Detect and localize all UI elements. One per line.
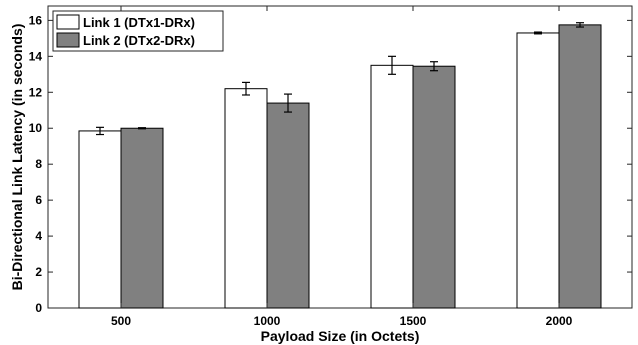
- y-tick-label: 6: [35, 193, 42, 207]
- bar-series-2-2000: [558, 24, 602, 309]
- legend-swatch-link-1: [56, 14, 80, 30]
- error-bar-series-2-2000: [576, 22, 584, 28]
- bar-series-2-1500: [412, 65, 456, 309]
- bar-series-1-1500: [370, 64, 414, 309]
- y-axis-ticks: 0 2 4 6 8 10 12 14 16: [29, 13, 632, 315]
- error-bar-series-2-1500: [430, 61, 438, 72]
- y-axis-title: Bi-Directional Link Latency (in seconds): [9, 24, 25, 291]
- bar-series-2-500: [120, 127, 164, 309]
- bar-series-1-500: [78, 130, 122, 309]
- x-tick-label: 2000: [546, 314, 573, 328]
- legend-swatch-link-2: [56, 32, 80, 48]
- legend: Link 1 (DTx1-DRx) Link 2 (DTx2-DRx): [52, 10, 224, 52]
- legend-label-link-2: Link 2 (DTx2-DRx): [83, 33, 195, 48]
- x-tick-label: 500: [111, 314, 131, 328]
- bar-series-1-1000: [224, 88, 268, 309]
- y-tick-label: 0: [35, 301, 42, 315]
- x-tick-label: 1500: [400, 314, 427, 328]
- y-tick-label: 10: [29, 121, 43, 135]
- y-tick-label: 14: [29, 49, 43, 63]
- error-bar-series-1-500: [96, 126, 104, 136]
- y-tick-label: 16: [29, 13, 43, 27]
- legend-box: [52, 10, 224, 52]
- x-axis-title: Payload Size (in Octets): [261, 328, 420, 344]
- bar-series-1-2000: [516, 32, 560, 309]
- error-bars-layer: [96, 22, 584, 136]
- error-bar-series-1-2000: [534, 31, 542, 35]
- error-bar-series-2-500: [138, 127, 146, 130]
- error-bar-series-2-1000: [284, 93, 292, 113]
- x-axis-ticks: 500 1000 1500 2000: [111, 6, 573, 328]
- bars-layer: [78, 24, 602, 309]
- y-tick-label: 4: [35, 229, 42, 243]
- legend-label-link-1: Link 1 (DTx1-DRx): [83, 15, 195, 30]
- y-tick-label: 12: [29, 85, 43, 99]
- bar-series-2-1000: [266, 102, 310, 309]
- error-bar-series-1-1500: [388, 55, 396, 75]
- error-bar-series-1-1000: [242, 81, 250, 96]
- y-tick-label: 8: [35, 157, 42, 171]
- y-tick-label: 2: [35, 265, 42, 279]
- x-tick-label: 1000: [254, 314, 281, 328]
